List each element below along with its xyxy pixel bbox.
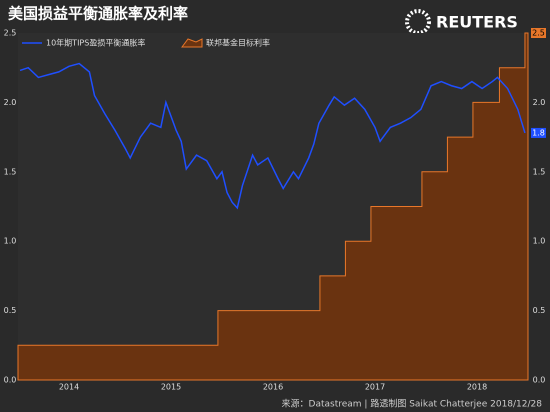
x-tick-label: 2014	[59, 383, 79, 392]
y-tick-label: 2.0	[4, 98, 17, 107]
source: 来源：Datastream | 路透制图 Saikat Chatterjee 2…	[282, 398, 543, 410]
y2-tick-label: 1.0	[533, 237, 546, 246]
y2-tick-label: 0.5	[533, 306, 546, 315]
y2-tick-label: 2.0	[533, 98, 546, 107]
y2-tick-label: 0.0	[533, 376, 546, 385]
area	[17, 32, 529, 381]
x-tick-label: 2015	[161, 383, 181, 392]
legend-label: 联邦基金目标利率	[206, 38, 270, 48]
y-tick-label: 0.5	[4, 306, 17, 315]
end-label: 1.8	[532, 128, 545, 137]
legend-label: 10年期TIPS盈损平衡通胀率	[46, 38, 145, 48]
line	[19, 62, 526, 210]
end-label-box	[531, 28, 546, 38]
y2-tick-label: 1.5	[533, 167, 546, 176]
end-label-box	[531, 127, 546, 138]
y-tick-label: 1.5	[4, 167, 17, 176]
y-tick-label: 0.0	[4, 376, 17, 385]
y-tick-label: 2.5	[4, 29, 17, 38]
end-label: 2.5	[532, 29, 545, 38]
legend-swatch	[181, 38, 203, 48]
x-tick-label: 2018	[467, 383, 487, 392]
brand: REUTERS	[436, 13, 518, 32]
x-tick-label: 2016	[263, 383, 283, 392]
x-tick-label: 2017	[365, 383, 385, 392]
chart-title: 美国损益平衡通胀率及利率	[8, 5, 188, 23]
y-tick-label: 1.0	[4, 237, 17, 246]
